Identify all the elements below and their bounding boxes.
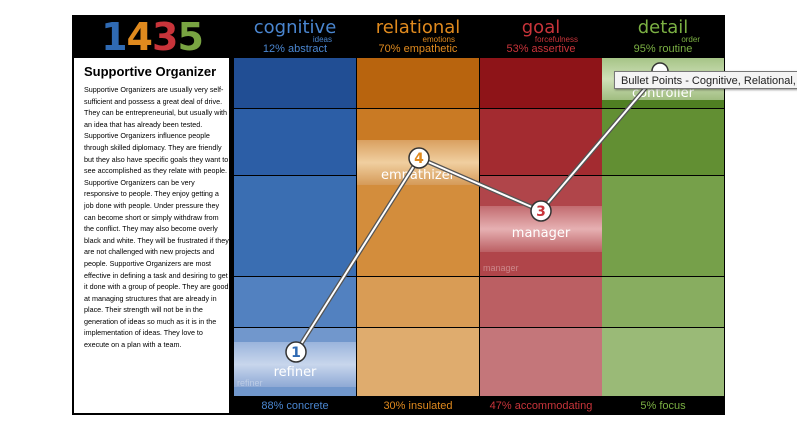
score-node-3[interactable]: 3 (530, 200, 552, 222)
logo-digit: 5 (177, 14, 203, 59)
band-1 (480, 58, 602, 108)
node-label-controller: controller (631, 86, 695, 101)
logo-digit: 1 (101, 14, 127, 59)
band-1 (357, 58, 479, 108)
band-5 (602, 328, 724, 396)
band-3 (602, 176, 724, 276)
column-footer-cognitive: 88% concrete (261, 400, 329, 412)
column-bands-cognitive: refiner refiner (234, 58, 356, 396)
profile-panel: Supportive Organizer Supportive Organize… (74, 58, 229, 413)
column-name: detail (637, 17, 689, 38)
column-header-detail: detail order 95% routine (602, 15, 724, 58)
column-subtitle: emotions (422, 35, 455, 44)
column-top-percent: 12% abstract (262, 43, 328, 55)
profile-title: Supportive Organizer (84, 64, 217, 79)
score-node-number: 4 (414, 151, 424, 167)
ghost-label: manager (483, 263, 519, 273)
column-subtitle: order (681, 35, 700, 44)
logo-1435: 1 4 3 5 (72, 14, 232, 59)
column-name: goal (521, 17, 561, 38)
band-4 (480, 277, 602, 327)
band-3 (234, 176, 356, 276)
band-1 (234, 58, 356, 108)
column-top-percent: 70% empathetic (378, 43, 458, 55)
column-top-percent: 95% routine (633, 43, 693, 55)
connector-lines (294, 69, 662, 354)
band-4 (602, 277, 724, 327)
column-footer-goal: 47% accommodating (489, 400, 593, 412)
profile-description: Supportive Organizers are usually very s… (84, 85, 229, 350)
column-subtitle: forcefulness (534, 35, 578, 44)
ghost-label: refiner (237, 378, 263, 388)
node-label-manager: manager (511, 226, 571, 241)
score-connector-overlay: 1 4 3 (285, 62, 669, 363)
column-footer-detail: 5% focus (640, 400, 686, 412)
band-2 (602, 109, 724, 175)
logo-digit: 4 (126, 14, 153, 59)
score-node-1[interactable]: 1 (285, 341, 307, 363)
score-node-number: 1 (291, 345, 301, 361)
band-4 (357, 277, 479, 327)
logo-digit: 3 (152, 14, 178, 59)
column-bands-relational: empathizer (357, 58, 479, 396)
column-header-goal: goal forcefulness 53% assertive (480, 15, 602, 58)
band-2 (234, 109, 356, 175)
node-label-empathizer: empathizer (381, 168, 455, 183)
column-name: cognitive (253, 17, 337, 38)
band-5 (357, 328, 479, 396)
column-header-relational: relational emotions 70% empathetic (357, 15, 479, 58)
score-node-4[interactable]: 4 (408, 147, 430, 169)
column-header-cognitive: cognitive ideas 12% abstract (234, 15, 356, 58)
band-5 (480, 328, 602, 396)
score-node-number: 3 (536, 204, 546, 220)
node-label-refiner: refiner (273, 365, 317, 380)
tooltip: Bullet Points - Cognitive, Relational, G… (614, 71, 797, 89)
column-footer-relational: 30% insulated (383, 400, 453, 412)
column-subtitle: ideas (312, 35, 332, 44)
column-top-percent: 53% assertive (506, 43, 576, 55)
column-name: relational (375, 17, 461, 38)
